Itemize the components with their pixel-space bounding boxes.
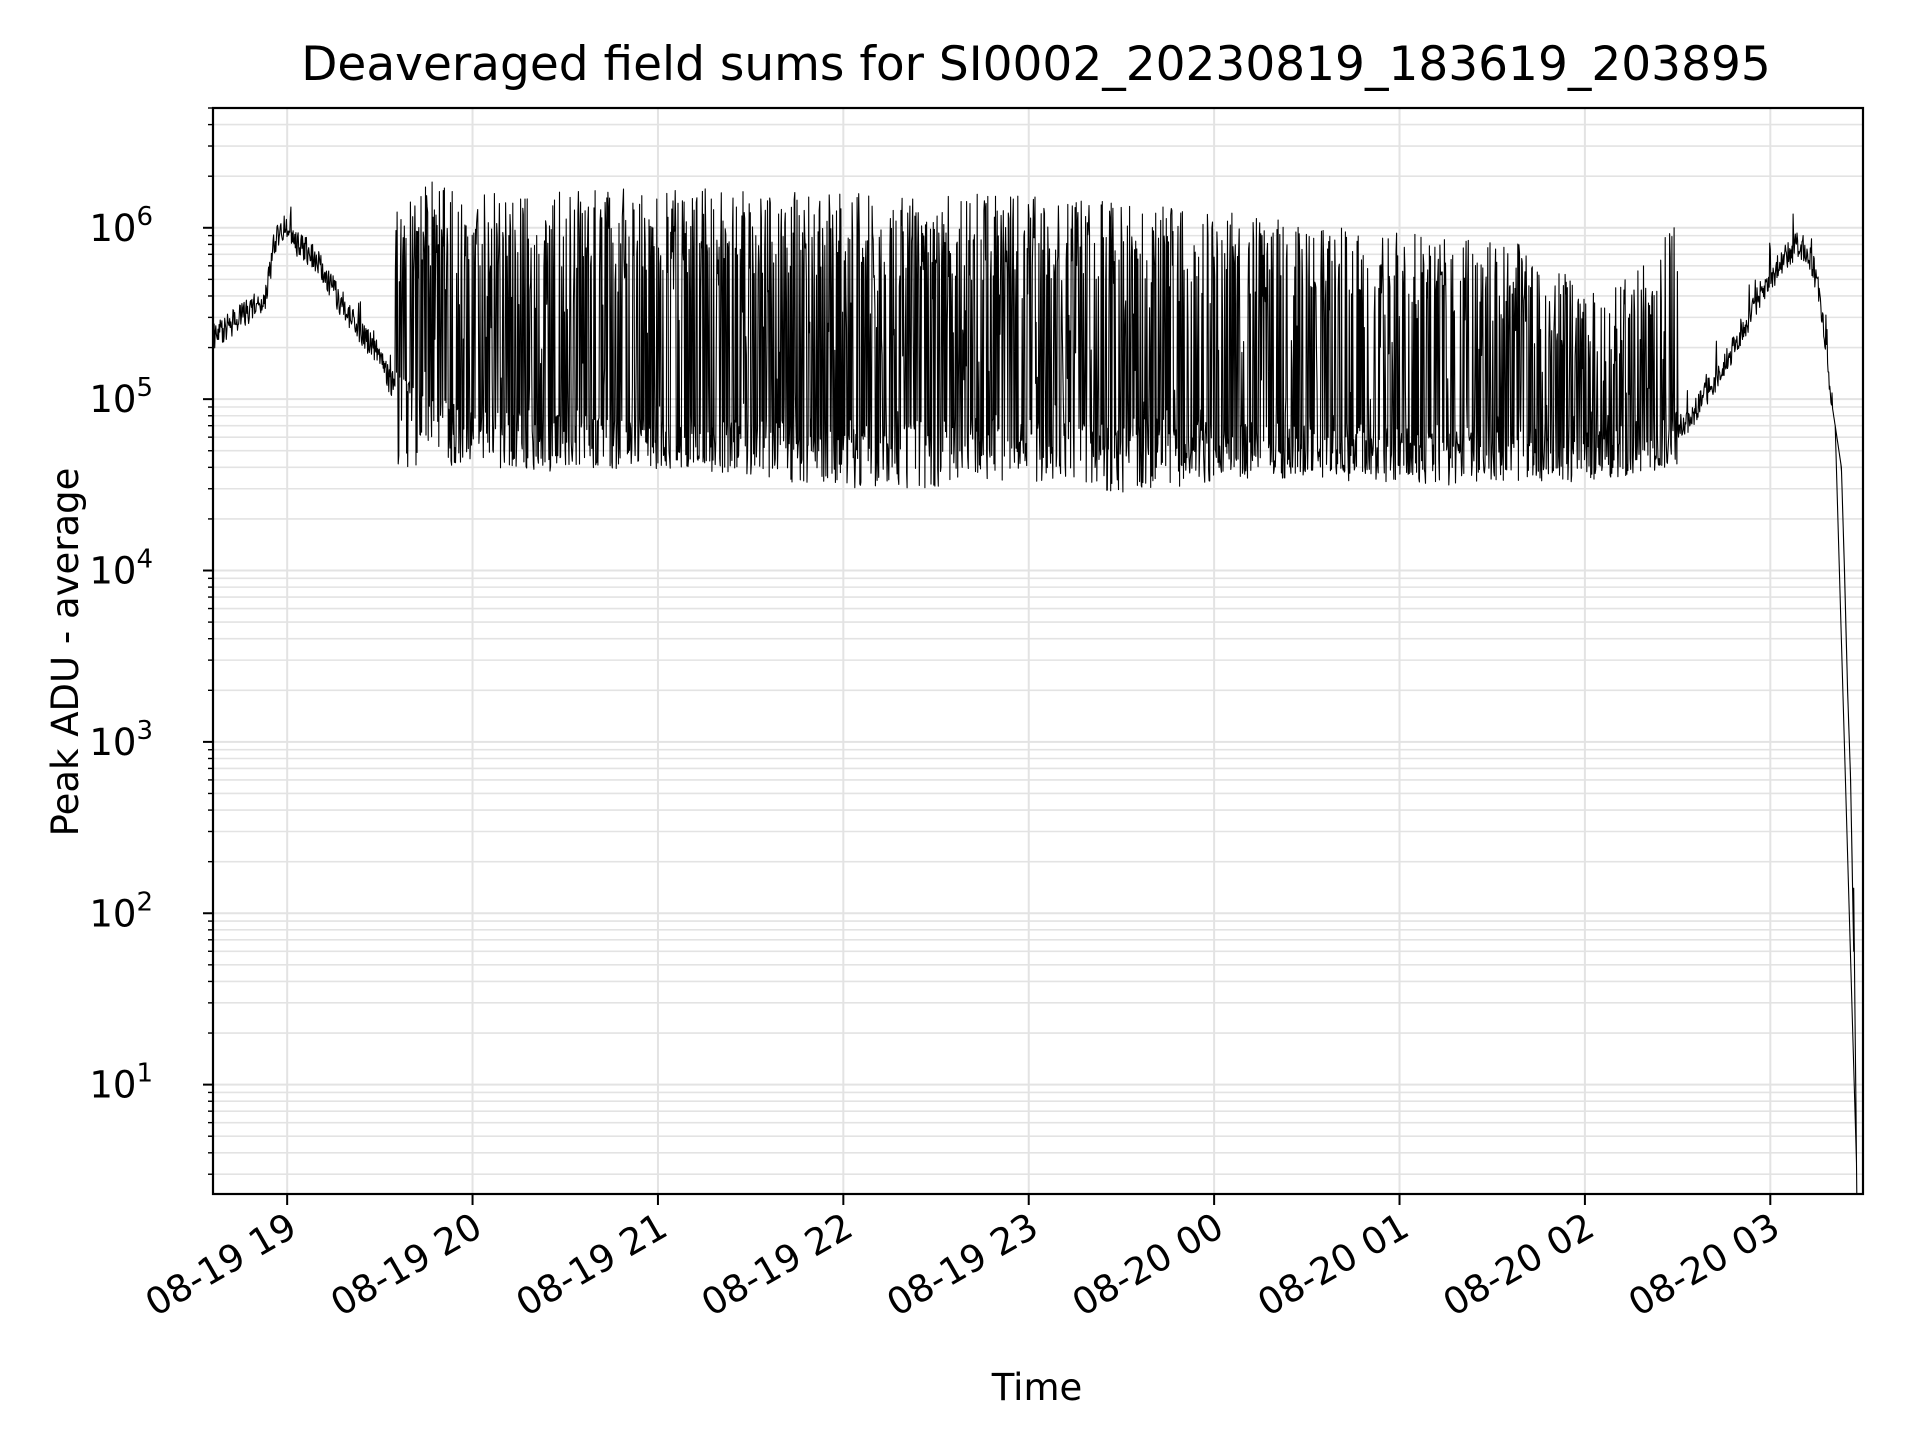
x-tick-label: 08-20 02 bbox=[1436, 1205, 1602, 1325]
x-tick-label: 08-20 00 bbox=[1065, 1205, 1231, 1325]
y-tick-label: 103 bbox=[89, 716, 153, 764]
x-tick-label: 08-19 23 bbox=[880, 1205, 1046, 1325]
y-tick-label: 106 bbox=[89, 202, 153, 250]
series-line bbox=[212, 181, 1858, 1195]
grid-lines bbox=[213, 107, 1863, 1194]
y-axis: 101 102 103 104 105 106 bbox=[89, 107, 213, 1175]
y-tick-label: 102 bbox=[89, 887, 153, 935]
y-axis-label: Peak ADU - average bbox=[44, 468, 87, 837]
y-tick-label: 104 bbox=[89, 545, 153, 593]
x-tick-label: 08-19 19 bbox=[138, 1205, 304, 1325]
x-tick-label: 08-20 03 bbox=[1621, 1205, 1787, 1325]
x-tick-label: 08-19 21 bbox=[509, 1205, 675, 1325]
x-tick-label: 08-19 22 bbox=[694, 1205, 860, 1325]
x-tick-label: 08-20 01 bbox=[1250, 1205, 1416, 1325]
plot-frame bbox=[211, 106, 1865, 1196]
y-tick-label: 101 bbox=[89, 1059, 153, 1107]
x-axis-label: Time bbox=[991, 1366, 1083, 1409]
chart-title: Deaveraged field sums for SI0002_2023081… bbox=[301, 37, 1771, 92]
x-tick-label: 08-19 20 bbox=[323, 1205, 489, 1325]
y-tick-label: 105 bbox=[89, 373, 153, 421]
series-layer bbox=[212, 181, 1858, 1195]
x-axis: 08-19 19 08-19 20 08-19 21 08-19 22 08-19 23… bbox=[138, 1194, 1787, 1325]
